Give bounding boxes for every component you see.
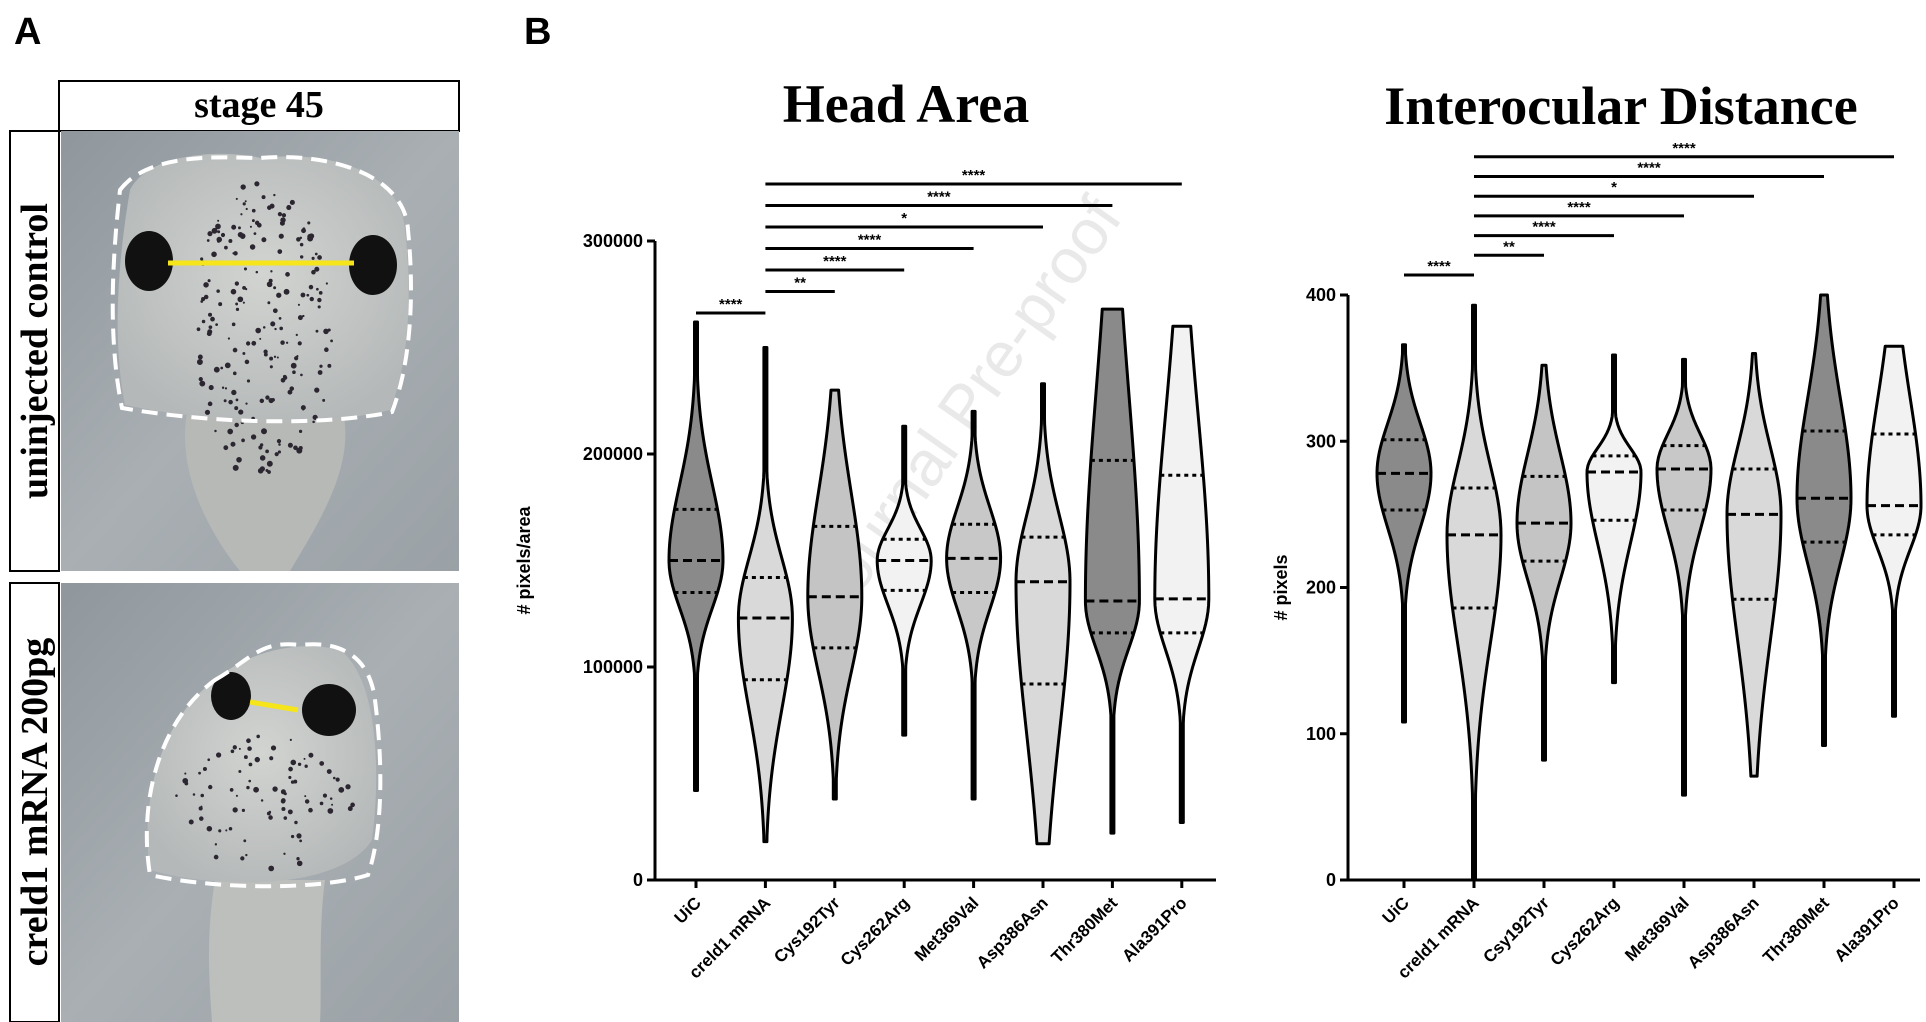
x-tick-label: Met369Val bbox=[911, 893, 983, 965]
violin bbox=[1795, 293, 1853, 747]
x-tick-label: Met369Val bbox=[1621, 893, 1693, 965]
significance-label: * bbox=[1611, 179, 1617, 196]
measure-line bbox=[249, 699, 299, 713]
pigment bbox=[196, 181, 333, 474]
header-box bbox=[58, 80, 460, 132]
eye bbox=[211, 672, 251, 720]
x-tick-label: Thr380Met bbox=[1048, 893, 1122, 967]
tadpole-body bbox=[185, 400, 346, 571]
panel-label: A bbox=[14, 11, 41, 53]
y-tick-label: 400 bbox=[1306, 285, 1336, 305]
violin bbox=[1585, 353, 1643, 685]
violin bbox=[736, 346, 794, 844]
chart-title: Interocular Distance bbox=[1384, 76, 1857, 136]
tadpole-head bbox=[117, 153, 409, 421]
violin bbox=[1865, 344, 1923, 718]
significance-label: ** bbox=[1503, 238, 1515, 255]
x-tick-label: Asp386Asn bbox=[1684, 893, 1763, 972]
violin bbox=[1014, 382, 1072, 846]
y-tick-label: 0 bbox=[633, 870, 643, 890]
violin bbox=[1083, 307, 1141, 835]
tadpole-body bbox=[208, 880, 325, 1022]
y-axis-label: # pixels/area bbox=[514, 505, 534, 614]
head-outline bbox=[144, 642, 383, 889]
column-header: stage 45 bbox=[194, 84, 324, 126]
significance-label: **** bbox=[927, 189, 951, 206]
violin bbox=[1725, 352, 1783, 778]
row-label-box bbox=[9, 130, 60, 572]
photo bbox=[61, 131, 459, 571]
y-tick-label: 200 bbox=[1306, 578, 1336, 598]
violin bbox=[667, 320, 725, 793]
significance-label: **** bbox=[962, 167, 986, 184]
y-tick-label: 100 bbox=[1306, 724, 1336, 744]
head-outline bbox=[110, 155, 413, 424]
row-label: creld1 mRNA 200pg bbox=[14, 638, 56, 967]
x-tick-label: UiC bbox=[671, 893, 705, 927]
chart-title: Head Area bbox=[783, 74, 1029, 134]
y-axis-label: # pixels bbox=[1271, 554, 1291, 620]
panel-label: B bbox=[524, 11, 551, 53]
eye bbox=[302, 684, 356, 736]
violin bbox=[1375, 343, 1433, 724]
row-label: uninjected control bbox=[14, 203, 56, 499]
x-tick-label: Csy192Tyr bbox=[1479, 893, 1553, 967]
significance-label: **** bbox=[823, 253, 847, 270]
violin bbox=[1153, 324, 1211, 824]
violin bbox=[806, 388, 864, 801]
x-tick-label: Cys262Arg bbox=[1547, 893, 1623, 969]
significance-label: **** bbox=[1427, 258, 1451, 275]
violin bbox=[1515, 363, 1573, 762]
x-tick-label: Ala391Pro bbox=[1831, 893, 1903, 965]
significance-label: **** bbox=[1637, 160, 1661, 177]
eye bbox=[125, 231, 173, 291]
y-tick-label: 0 bbox=[1326, 870, 1336, 890]
eye bbox=[349, 235, 397, 295]
y-tick-label: 300 bbox=[1306, 431, 1336, 451]
x-tick-label: Asp386Asn bbox=[973, 893, 1052, 972]
violin bbox=[1655, 357, 1713, 797]
photo bbox=[61, 583, 459, 1022]
violin bbox=[1445, 303, 1503, 882]
significance-label: **** bbox=[1532, 219, 1556, 236]
x-tick-label: Ala391Pro bbox=[1118, 893, 1190, 965]
x-tick-label: Thr380Met bbox=[1759, 893, 1833, 967]
y-tick-label: 300000 bbox=[583, 231, 643, 251]
significance-label: **** bbox=[1567, 199, 1591, 216]
x-tick-label: Cys262Arg bbox=[837, 893, 913, 969]
significance-label: **** bbox=[858, 232, 882, 249]
x-tick-label: Cys192Tyr bbox=[770, 893, 844, 967]
violin bbox=[875, 424, 933, 737]
significance-label: * bbox=[901, 210, 907, 227]
y-tick-label: 100000 bbox=[583, 657, 643, 677]
significance-label: ** bbox=[794, 275, 806, 292]
significance-label: **** bbox=[1672, 140, 1696, 157]
violin bbox=[945, 409, 1003, 801]
x-tick-label: UiC bbox=[1379, 893, 1413, 927]
y-tick-label: 200000 bbox=[583, 444, 643, 464]
row-label-box bbox=[9, 582, 60, 1022]
significance-label: **** bbox=[719, 296, 743, 313]
